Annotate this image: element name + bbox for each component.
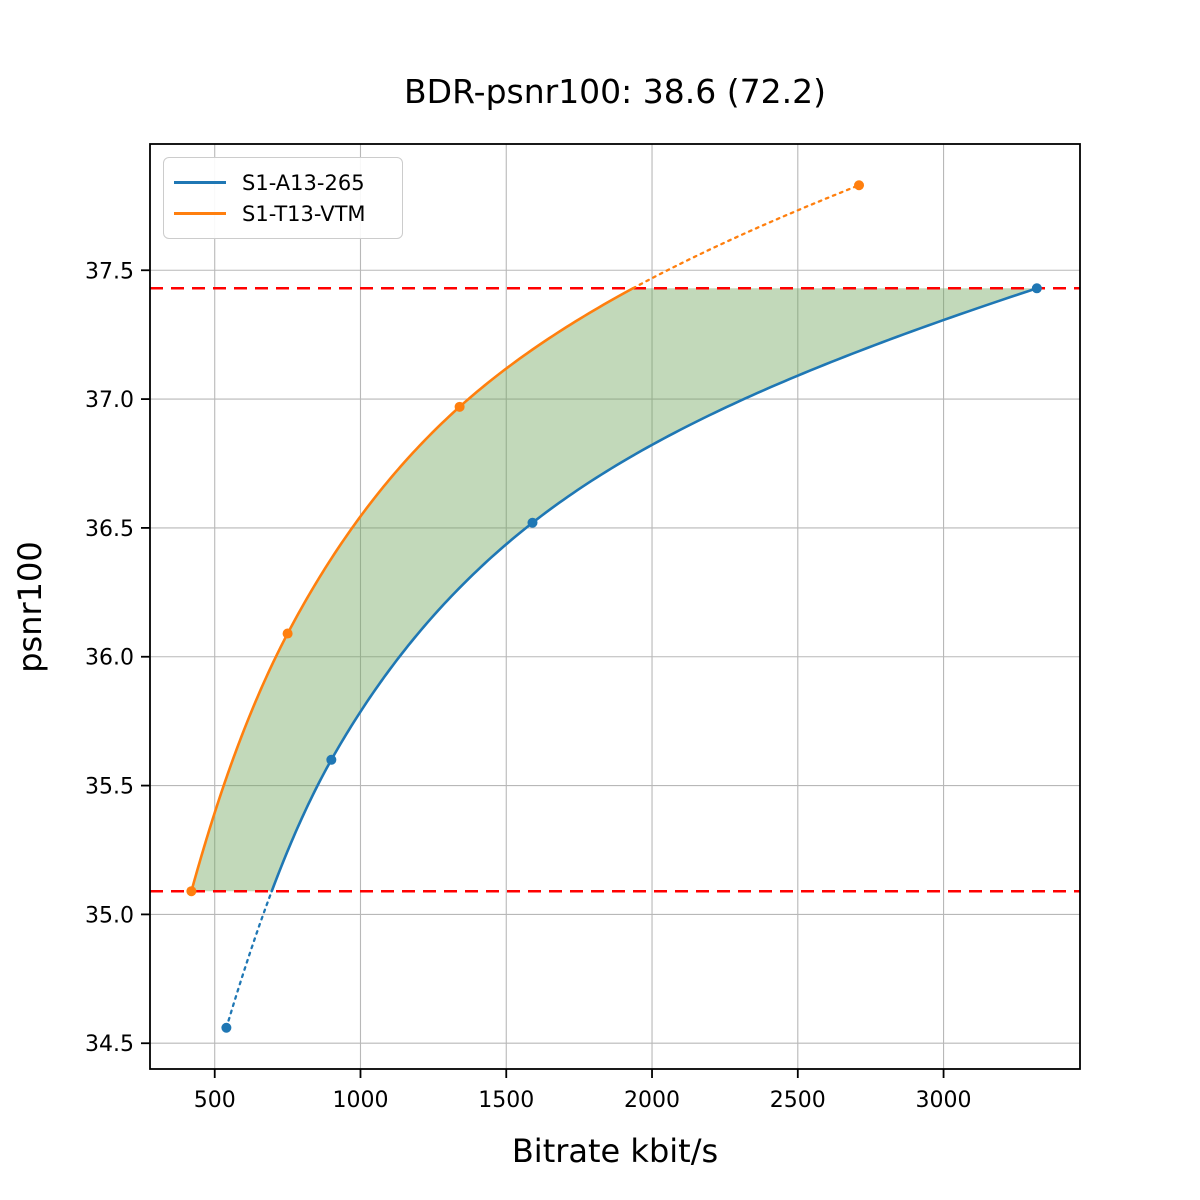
y-axis-label: psnr100 bbox=[11, 541, 49, 673]
chart-title: BDR-psnr100: 38.6 (72.2) bbox=[404, 72, 826, 111]
series-curve bbox=[190, 286, 635, 893]
data-point-marker bbox=[454, 401, 465, 412]
x-tick-label: 3000 bbox=[916, 1088, 972, 1113]
series-curve-dotted bbox=[631, 184, 861, 290]
legend-line-sample-blue bbox=[174, 181, 226, 184]
y-tick-label: 35.0 bbox=[85, 903, 134, 928]
y-tick-label: 37.5 bbox=[85, 259, 134, 284]
y-tick-label: 37.0 bbox=[85, 388, 134, 413]
legend-item-s1-a13-265: S1-A13-265 bbox=[174, 167, 388, 198]
legend-item-s1-t13-vtm: S1-T13-VTM bbox=[174, 198, 388, 229]
data-point-marker bbox=[282, 628, 293, 639]
data-point-marker bbox=[326, 754, 337, 765]
data-point-marker bbox=[1031, 283, 1042, 294]
x-axis-label: Bitrate kbit/s bbox=[511, 1132, 719, 1170]
x-tick-label: 500 bbox=[194, 1088, 236, 1113]
y-tick-label: 36.0 bbox=[85, 646, 134, 671]
series-curve-dotted bbox=[225, 890, 273, 1029]
plot-border bbox=[149, 143, 1081, 1070]
x-tick-label: 1000 bbox=[332, 1088, 388, 1113]
y-tick-label: 35.5 bbox=[85, 775, 134, 800]
legend-line-sample-orange bbox=[174, 212, 226, 215]
legend-label: S1-A13-265 bbox=[242, 170, 365, 195]
data-point-marker bbox=[527, 517, 538, 528]
bd-fill-region bbox=[191, 288, 1037, 892]
legend: S1-A13-265 S1-T13-VTM bbox=[163, 157, 403, 239]
x-tick-label: 2000 bbox=[624, 1088, 680, 1113]
data-point-marker bbox=[854, 180, 865, 191]
y-tick-label: 34.5 bbox=[85, 1032, 134, 1057]
data-point-marker bbox=[186, 886, 197, 897]
data-point-marker bbox=[221, 1022, 232, 1033]
x-tick-label: 2500 bbox=[770, 1088, 826, 1113]
legend-label: S1-T13-VTM bbox=[242, 201, 366, 226]
y-tick-label: 36.5 bbox=[85, 517, 134, 542]
x-tick-label: 1500 bbox=[478, 1088, 534, 1113]
